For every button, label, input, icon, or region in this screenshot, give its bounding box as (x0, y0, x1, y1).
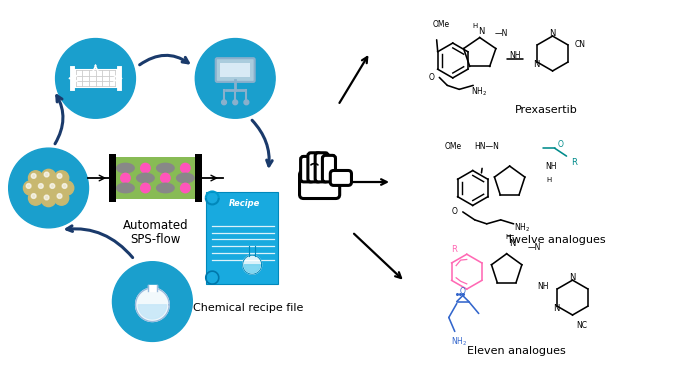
Text: H: H (546, 177, 551, 183)
Ellipse shape (140, 183, 150, 193)
Circle shape (222, 100, 227, 105)
Polygon shape (148, 285, 157, 291)
Ellipse shape (137, 173, 154, 183)
Text: N: N (549, 29, 556, 38)
Ellipse shape (140, 163, 150, 173)
Text: NH: NH (537, 282, 549, 291)
Polygon shape (138, 305, 166, 319)
Circle shape (54, 171, 68, 185)
Circle shape (47, 181, 62, 195)
Ellipse shape (157, 163, 174, 173)
FancyBboxPatch shape (315, 153, 328, 182)
Circle shape (57, 194, 62, 198)
Circle shape (29, 171, 43, 185)
Polygon shape (242, 255, 262, 274)
Circle shape (41, 169, 55, 184)
Text: CN: CN (575, 40, 586, 49)
Circle shape (36, 181, 50, 195)
Circle shape (233, 100, 238, 105)
Ellipse shape (181, 183, 190, 193)
Circle shape (9, 148, 88, 228)
Bar (116, 157, 195, 199)
Text: Twelve analogues: Twelve analogues (508, 235, 606, 245)
Circle shape (38, 184, 43, 188)
Bar (303, 172, 335, 180)
Circle shape (32, 174, 36, 178)
Circle shape (41, 192, 55, 206)
Circle shape (112, 262, 192, 342)
Bar (195, 154, 202, 202)
Circle shape (195, 38, 275, 118)
Text: O: O (428, 73, 434, 82)
Bar (220, 63, 251, 77)
Text: O: O (558, 139, 564, 149)
Circle shape (32, 194, 36, 198)
Circle shape (29, 191, 43, 205)
Text: H: H (505, 234, 510, 240)
Circle shape (62, 184, 67, 188)
Text: NH$_2$: NH$_2$ (471, 85, 487, 98)
Circle shape (55, 38, 136, 118)
Text: OMe: OMe (444, 142, 461, 151)
Bar (109, 154, 116, 202)
Text: —N: —N (528, 243, 541, 252)
Circle shape (50, 184, 55, 188)
Text: Chemical recipe file: Chemical recipe file (193, 303, 303, 313)
Text: NH$_2$: NH$_2$ (514, 222, 530, 234)
Text: Automated: Automated (123, 219, 188, 232)
FancyBboxPatch shape (308, 153, 321, 182)
Text: Eleven analogues: Eleven analogues (467, 346, 566, 356)
Text: R: R (451, 245, 457, 253)
Circle shape (54, 191, 68, 205)
Bar (73, 70, 119, 87)
Circle shape (26, 184, 31, 188)
Text: H: H (472, 23, 477, 28)
Text: SPS-flow: SPS-flow (130, 233, 181, 246)
FancyBboxPatch shape (301, 157, 314, 182)
FancyBboxPatch shape (330, 171, 351, 185)
Text: O: O (460, 287, 466, 296)
Text: Prexasertib: Prexasertib (515, 105, 578, 115)
Circle shape (57, 174, 62, 178)
Ellipse shape (116, 183, 134, 193)
Ellipse shape (121, 173, 130, 183)
FancyBboxPatch shape (323, 155, 336, 182)
Ellipse shape (157, 183, 174, 193)
Text: NH$_2$: NH$_2$ (451, 335, 467, 348)
Text: NH: NH (545, 162, 556, 171)
Text: OMe: OMe (432, 20, 449, 28)
Circle shape (60, 181, 74, 195)
Text: N: N (479, 27, 485, 36)
Ellipse shape (116, 163, 134, 173)
Ellipse shape (181, 163, 190, 173)
Circle shape (45, 195, 49, 200)
Text: Recipe: Recipe (229, 199, 260, 208)
Text: N: N (533, 60, 539, 68)
Circle shape (244, 100, 249, 105)
Text: N: N (510, 239, 516, 248)
FancyBboxPatch shape (299, 171, 340, 199)
Text: R: R (571, 158, 577, 166)
Text: O: O (452, 208, 458, 216)
Ellipse shape (160, 173, 170, 183)
Text: NC: NC (576, 321, 587, 330)
Text: N: N (569, 273, 575, 282)
FancyBboxPatch shape (206, 192, 278, 284)
Circle shape (45, 172, 49, 177)
FancyBboxPatch shape (216, 58, 255, 82)
Polygon shape (136, 288, 169, 322)
Ellipse shape (177, 173, 194, 183)
Circle shape (23, 181, 38, 195)
Text: —N: —N (495, 29, 508, 38)
Text: NH: NH (509, 51, 521, 60)
Text: HN—N: HN—N (474, 142, 499, 151)
Text: N: N (553, 304, 559, 313)
Polygon shape (244, 265, 260, 273)
